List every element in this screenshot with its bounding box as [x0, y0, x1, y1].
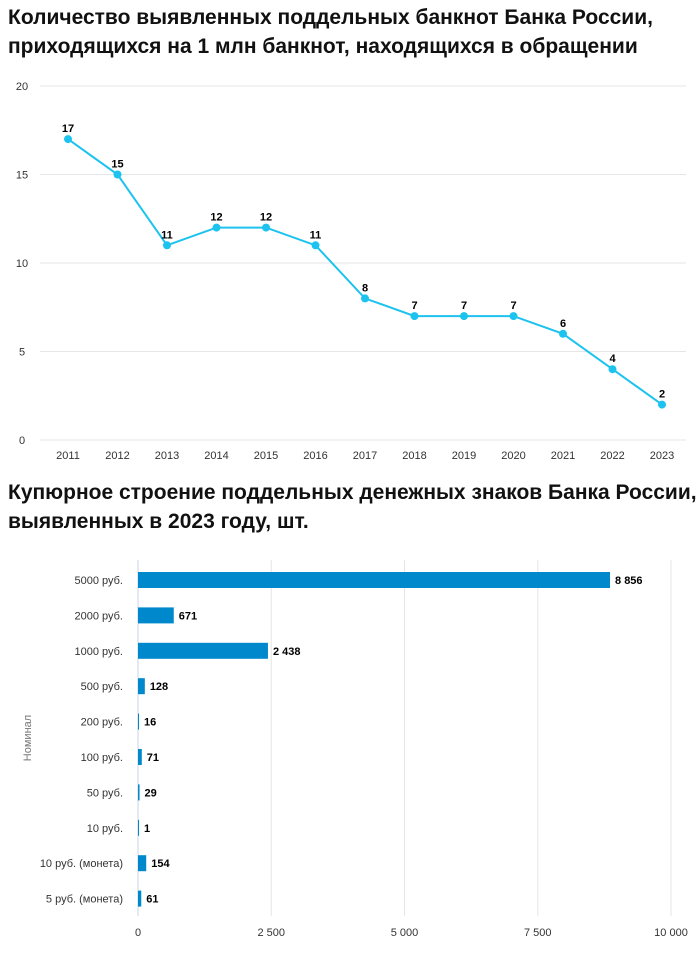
data-label: 6: [560, 318, 566, 330]
bar: [138, 749, 142, 765]
x-tick-label: 2021: [551, 450, 575, 462]
data-label: 8 856: [615, 575, 643, 587]
x-tick-label: 2012: [105, 450, 129, 462]
category-label: 10 руб. (монета): [40, 858, 123, 870]
category-label: 500 руб.: [81, 681, 123, 693]
bar: [138, 890, 142, 907]
bar: [138, 642, 268, 659]
x-tick-label: 0: [135, 927, 141, 939]
category-label: 10 руб.: [87, 823, 123, 835]
x-tick-label: 2016: [303, 450, 327, 462]
data-label: 128: [150, 681, 168, 693]
y-axis-label: Номинал: [22, 715, 34, 761]
category-label: 2000 руб.: [74, 610, 123, 622]
category-label: 200 руб.: [81, 717, 123, 729]
category-label: 5000 руб.: [74, 575, 123, 587]
data-point: [509, 312, 518, 321]
data-point: [311, 241, 320, 250]
x-tick-label: 7 500: [524, 927, 552, 939]
data-point: [608, 365, 617, 374]
data-label: 71: [147, 752, 159, 764]
data-point: [262, 223, 270, 232]
x-tick-label: 2013: [155, 450, 179, 462]
y-tick-label: 20: [16, 81, 28, 93]
y-tick-label: 15: [16, 170, 28, 182]
data-label: 7: [461, 300, 467, 312]
x-tick-label: 2011: [56, 450, 80, 462]
bar-chart-title: Купюрное строение поддельных денежных зн…: [8, 481, 697, 533]
data-label: 154: [151, 858, 170, 870]
bar: [138, 855, 147, 872]
data-label: 29: [145, 787, 157, 799]
category-label: 50 руб.: [87, 787, 123, 799]
data-label: 2 438: [273, 646, 301, 658]
data-label: 61: [146, 894, 158, 906]
data-label: 11: [310, 229, 322, 241]
x-tick-label: 2023: [650, 450, 674, 462]
data-label: 2: [659, 389, 665, 401]
x-tick-label: 2020: [501, 450, 525, 462]
x-tick-label: 5 000: [391, 927, 419, 939]
data-label: 16: [144, 717, 156, 729]
data-label: 8: [362, 282, 368, 294]
x-tick-label: 2018: [402, 450, 426, 462]
data-label: 15: [111, 159, 123, 171]
data-point: [212, 223, 221, 232]
bar: [138, 678, 145, 695]
data-point: [361, 294, 369, 303]
series-line: [67, 138, 663, 406]
data-label: 11: [161, 229, 173, 241]
x-tick-label: 2014: [204, 450, 228, 462]
data-point: [163, 241, 171, 250]
bar: [138, 713, 139, 730]
y-tick-label: 5: [19, 347, 25, 359]
x-tick-label: 10 000: [654, 927, 688, 939]
x-tick-label: 2 500: [257, 927, 285, 939]
category-label: 100 руб.: [81, 752, 123, 764]
bar: [138, 572, 611, 588]
data-label: 1: [144, 823, 150, 835]
line-chart-title: Количество выявленных поддельных банкнот…: [8, 6, 653, 58]
data-label: 12: [210, 212, 222, 224]
data-label: 7: [411, 300, 417, 312]
x-tick-label: 2017: [353, 450, 377, 462]
data-point: [658, 400, 666, 409]
y-tick-label: 0: [19, 435, 25, 447]
bar: [138, 784, 140, 801]
data-point: [64, 135, 72, 144]
data-point: [113, 170, 122, 179]
data-label: 17: [62, 123, 74, 135]
data-point: [460, 312, 468, 321]
data-label: 671: [179, 610, 197, 622]
category-label: 5 руб. (монета): [46, 894, 123, 906]
x-tick-label: 2022: [600, 450, 624, 462]
data-label: 7: [510, 300, 516, 312]
category-label: 1000 руб.: [74, 646, 123, 658]
y-tick-label: 10: [16, 258, 28, 270]
x-tick-label: 2015: [254, 450, 278, 462]
data-label: 4: [609, 353, 616, 365]
x-tick-label: 2019: [452, 450, 476, 462]
bar: [138, 607, 174, 624]
data-point: [559, 329, 567, 338]
bar: [138, 819, 139, 836]
data-label: 12: [260, 212, 272, 224]
data-point: [410, 312, 419, 321]
